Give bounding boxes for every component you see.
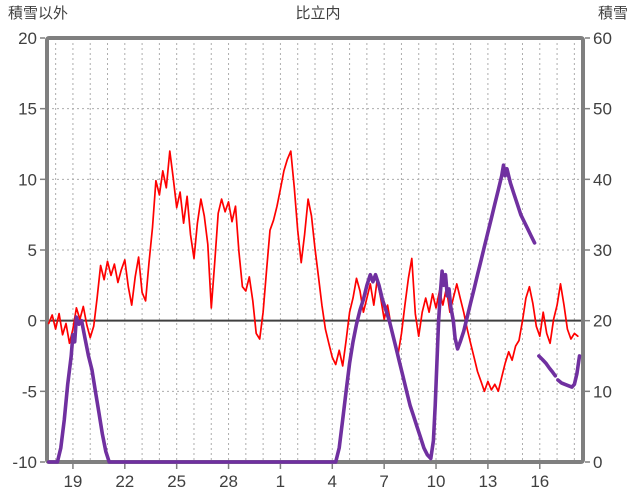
right-axis-tick-label: 0 <box>593 453 602 472</box>
temperature-line <box>47 150 579 393</box>
x-tick-label: 1 <box>276 472 285 491</box>
x-tick-label: 25 <box>167 472 186 491</box>
snow-depth-line <box>556 354 582 389</box>
chart-title: 比立内 <box>295 5 341 22</box>
x-tick-label: 10 <box>427 472 446 491</box>
left-axis-tick-label: 10 <box>18 170 37 189</box>
left-axis-tick-label: 20 <box>18 29 37 48</box>
x-tick-label: 4 <box>328 472 337 491</box>
x-tick-label: 28 <box>219 472 238 491</box>
right-axis-tick-label: 10 <box>593 382 612 401</box>
x-tick-label: 22 <box>115 472 134 491</box>
snow-depth-line <box>46 163 537 464</box>
x-tick-label: 16 <box>530 472 549 491</box>
right-axis-tick-label: 60 <box>593 29 612 48</box>
x-tick-label: 19 <box>63 472 82 491</box>
right-axis-title: 積雪 <box>597 5 628 22</box>
left-axis-tick-label: -5 <box>22 382 37 401</box>
left-axis-tick-label: 5 <box>28 241 37 260</box>
left-axis-tick-label: -10 <box>12 453 37 472</box>
right-axis-tick-label: 30 <box>593 241 612 260</box>
x-tick-label: 13 <box>478 472 497 491</box>
left-axis-title: 積雪以外 <box>8 5 69 22</box>
right-axis-tick-label: 40 <box>593 170 612 189</box>
x-tick-label: 7 <box>379 472 388 491</box>
right-axis-tick-label: 50 <box>593 100 612 119</box>
left-axis-tick-label: 15 <box>18 100 37 119</box>
right-axis-tick-label: 20 <box>593 312 612 331</box>
snow-depth-line <box>537 354 558 378</box>
left-axis-tick-label: 0 <box>28 312 37 331</box>
